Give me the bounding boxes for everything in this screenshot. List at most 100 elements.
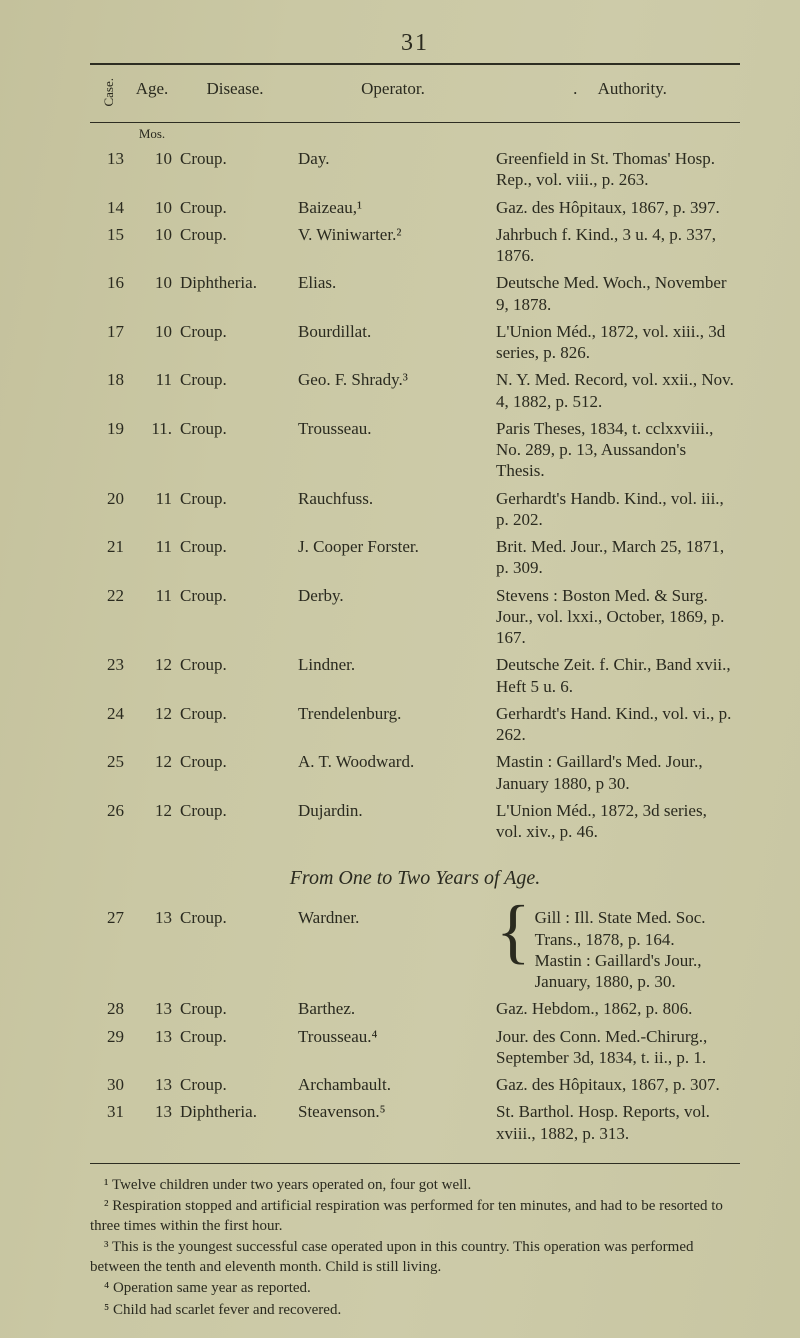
cell-authority: Jour. des Conn. Med.-Chirurg., September… xyxy=(492,1023,740,1072)
cell-case: 30 xyxy=(90,1071,128,1098)
cell-disease: Diphtheria. xyxy=(176,1098,294,1147)
footnote: ⁵ Child had scarlet fever and recovered. xyxy=(90,1301,740,1321)
cell-disease: Croup. xyxy=(176,533,294,582)
page-number: 31 xyxy=(90,30,740,57)
cell-age: 12 xyxy=(128,651,176,700)
cell-age: 13 xyxy=(128,1098,176,1147)
cell-disease: Croup. xyxy=(176,700,294,749)
cell-operator: V. Winiwarter.² xyxy=(294,221,492,270)
table-row: 1610Diphtheria.Elias.Deutsche Med. Woch.… xyxy=(90,269,740,318)
cell-age: 10 xyxy=(128,194,176,221)
footnotes: ¹ Twelve children under two years operat… xyxy=(90,1163,740,1321)
cell-case: 27 xyxy=(90,904,128,995)
main-table: Case. Age. Disease. Operator. . Authorit… xyxy=(90,75,740,845)
brace-entry: Gill : Ill. State Med. Soc. Trans., 1878… xyxy=(535,907,736,950)
cell-authority: Stevens : Boston Med. & Surg. Jour., vol… xyxy=(492,582,740,652)
cell-authority: Deutsche Med. Woch., November 9, 1878. xyxy=(492,269,740,318)
cell-operator: A. T. Woodward. xyxy=(294,748,492,797)
age-unit-label: Mos. xyxy=(132,126,172,142)
table-row: 1310Croup.Day.Greenfield in St. Thomas' … xyxy=(90,145,740,194)
cell-case: 18 xyxy=(90,366,128,415)
cell-age: 11 xyxy=(128,533,176,582)
cell-age: 11 xyxy=(128,485,176,534)
cell-authority: Brit. Med. Jour., March 25, 1871, p. 309… xyxy=(492,533,740,582)
cell-disease: Croup. xyxy=(176,221,294,270)
table-row: 1811Croup.Geo. F. Shrady.³N. Y. Med. Rec… xyxy=(90,366,740,415)
cell-operator: Rauchfuss. xyxy=(294,485,492,534)
cell-case: 25 xyxy=(90,748,128,797)
cell-operator: Lindner. xyxy=(294,651,492,700)
cell-age: 12 xyxy=(128,748,176,797)
footnote: ³ This is the youngest successful case o… xyxy=(90,1238,740,1277)
footnote: ⁴ Operation same year as reported. xyxy=(90,1279,740,1299)
cell-disease: Croup. xyxy=(176,194,294,221)
table-body-1: Mos. 1310Croup.Day.Greenfield in St. Tho… xyxy=(90,122,740,845)
cell-age: 12 xyxy=(128,700,176,749)
cell-age: 12 xyxy=(128,797,176,846)
cell-age: 10 xyxy=(128,318,176,367)
cell-age: 13 xyxy=(128,1071,176,1098)
cell-authority: Mastin : Gaillard's Med. Jour., January … xyxy=(492,748,740,797)
table-row: 1410Croup.Baizeau,¹Gaz. des Hôpitaux, 18… xyxy=(90,194,740,221)
cell-disease: Croup. xyxy=(176,748,294,797)
cell-authority: L'Union Méd., 1872, vol. xiii., 3d serie… xyxy=(492,318,740,367)
cell-case: 13 xyxy=(90,145,128,194)
cell-disease: Croup. xyxy=(176,797,294,846)
table-row: 1911.Croup.Trousseau.Paris Theses, 1834,… xyxy=(90,415,740,485)
cell-operator: Trousseau.⁴ xyxy=(294,1023,492,1072)
cell-case: 16 xyxy=(90,269,128,318)
table-row: 2312Croup.Lindner.Deutsche Zeit. f. Chir… xyxy=(90,651,740,700)
table-body-2: 2713Croup.Wardner.{Gill : Ill. State Med… xyxy=(90,904,740,1147)
brace-icon: { xyxy=(496,901,535,986)
cell-authority: Deutsche Zeit. f. Chir., Band xvii., Hef… xyxy=(492,651,740,700)
cell-authority: Gaz. des Hôpitaux, 1867, p. 307. xyxy=(492,1071,740,1098)
table-row: 2512Croup.A. T. Woodward.Mastin : Gailla… xyxy=(90,748,740,797)
cell-disease: Croup. xyxy=(176,582,294,652)
cell-operator: Dujardin. xyxy=(294,797,492,846)
table-row: 2111Croup.J. Cooper Forster.Brit. Med. J… xyxy=(90,533,740,582)
cell-disease: Diphtheria. xyxy=(176,269,294,318)
cell-disease: Croup. xyxy=(176,366,294,415)
cell-age: 11 xyxy=(128,582,176,652)
cell-case: 23 xyxy=(90,651,128,700)
cell-operator: Archambault. xyxy=(294,1071,492,1098)
footnote: ¹ Twelve children under two years operat… xyxy=(90,1176,740,1196)
cell-authority: Gerhardt's Handb. Kind., vol. iii., p. 2… xyxy=(492,485,740,534)
table-header: Case. Age. Disease. Operator. . Authorit… xyxy=(90,75,740,122)
cell-operator: Steavenson.⁵ xyxy=(294,1098,492,1147)
cell-age: 13 xyxy=(128,904,176,995)
table-row: 2612Croup.Dujardin.L'Union Méd., 1872, 3… xyxy=(90,797,740,846)
table-row: 2713Croup.Wardner.{Gill : Ill. State Med… xyxy=(90,904,740,995)
header-case-label: Case. xyxy=(101,78,117,111)
table-row: 3113Diphtheria.Steavenson.⁵St. Barthol. … xyxy=(90,1098,740,1147)
cell-case: 21 xyxy=(90,533,128,582)
header-operator: Operator. xyxy=(294,75,492,122)
header-case: Case. xyxy=(90,75,128,122)
top-rule xyxy=(90,63,740,65)
cell-authority: Gaz. Hebdom., 1862, p. 806. xyxy=(492,995,740,1022)
brace-entry: Mastin : Gaillard's Jour., January, 1880… xyxy=(535,950,736,993)
cell-operator: Barthez. xyxy=(294,995,492,1022)
header-authority-label: Authority. xyxy=(598,79,667,98)
cell-disease: Croup. xyxy=(176,318,294,367)
cell-authority: Gaz. des Hôpitaux, 1867, p. 397. xyxy=(492,194,740,221)
cell-authority: St. Barthol. Hosp. Reports, vol. xviii.,… xyxy=(492,1098,740,1147)
cell-age: 10 xyxy=(128,145,176,194)
age-unit-row: Mos. xyxy=(90,122,740,145)
table-row: 2412Croup.Trendelenburg.Gerhardt's Hand.… xyxy=(90,700,740,749)
cell-operator: Baizeau,¹ xyxy=(294,194,492,221)
cell-case: 20 xyxy=(90,485,128,534)
cell-age: 10 xyxy=(128,221,176,270)
table-row: 1710Croup.Bourdillat.L'Union Méd., 1872,… xyxy=(90,318,740,367)
section-title-text: From One to Two Years of Age. xyxy=(290,867,541,889)
cell-disease: Croup. xyxy=(176,1071,294,1098)
cell-case: 28 xyxy=(90,995,128,1022)
cell-case: 24 xyxy=(90,700,128,749)
footnote: ² Respiration stopped and artificial res… xyxy=(90,1197,740,1236)
cell-authority: Greenfield in St. Thomas' Hosp. Rep., vo… xyxy=(492,145,740,194)
cell-case: 22 xyxy=(90,582,128,652)
cell-disease: Croup. xyxy=(176,651,294,700)
cell-disease: Croup. xyxy=(176,995,294,1022)
cell-disease: Croup. xyxy=(176,485,294,534)
cell-operator: Geo. F. Shrady.³ xyxy=(294,366,492,415)
